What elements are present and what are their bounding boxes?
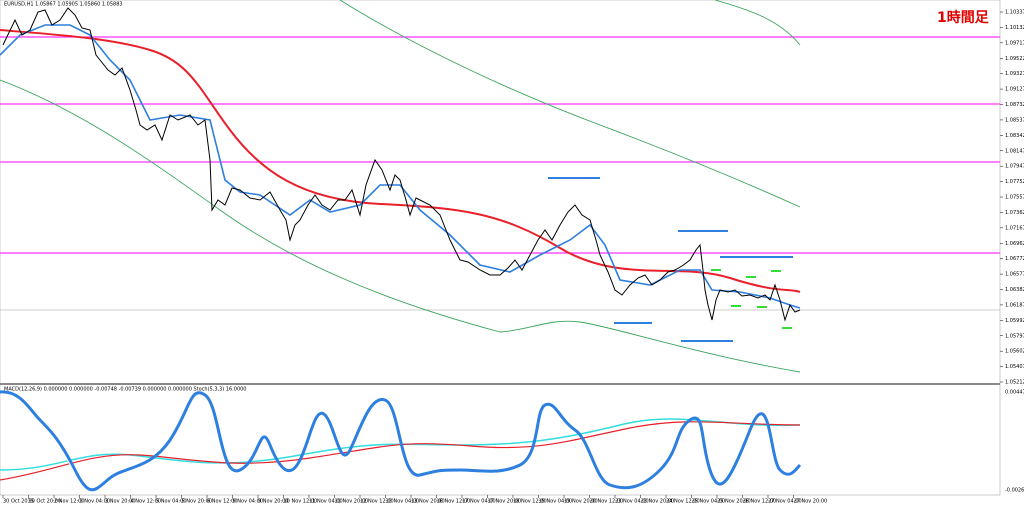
time-label: 20 Nov 12:00: [590, 499, 624, 505]
time-label: 2 Nov 12:00: [54, 499, 85, 505]
time-label: 5 Nov 04:00: [156, 499, 187, 505]
time-label: 17 Nov 20:00: [488, 499, 522, 505]
indicator-label: -0.002626: [1005, 488, 1024, 494]
price-label: 1.10132: [1005, 25, 1024, 31]
price-label: 1.05407: [1005, 364, 1024, 370]
time-label: 4 Nov 12:00: [131, 499, 162, 505]
time-label: 3 Nov 20:00: [105, 499, 136, 505]
time-label: 17 Nov 04:00: [462, 499, 496, 505]
time-label: 11 Nov 20:00: [335, 499, 369, 505]
time-label: 18 Nov 12:00: [513, 499, 547, 505]
price-label: 1.06187: [1005, 302, 1024, 308]
price-label: 1.09717: [1005, 40, 1024, 46]
oscillator-highlight: [0, 395, 76, 475]
indicator-header: MACD(12,26,9) 0.000000 0.000000 -0.00748…: [4, 387, 247, 393]
time-label: 9 Nov 20:00: [258, 499, 289, 505]
price-label: 1.07752: [1005, 179, 1024, 185]
price-label: 1.07362: [1005, 210, 1024, 216]
marker-dashes: [711, 269, 792, 329]
indicator-pane: [0, 390, 802, 492]
price-label: 1.08147: [1005, 148, 1024, 154]
time-label: 25 Nov 20:00: [717, 499, 751, 505]
price-label: 1.09522: [1005, 56, 1024, 62]
time-label: 9 Nov 04:00: [233, 499, 264, 505]
price-label: 1.09327: [1005, 71, 1024, 77]
time-label: 24 Nov 12:00: [666, 499, 700, 505]
band-upper-2: [714, 0, 801, 46]
symbol-header: EURUSD,H1 1.05867 1.05905 1.05860 1.0588…: [4, 2, 123, 8]
oscillator-main: [0, 390, 802, 492]
resistance-lines: [0, 36, 1000, 254]
price-label: 1.05602: [1005, 349, 1024, 355]
time-label: 11 Nov 04:00: [309, 499, 343, 505]
price-label: 1.08732: [1005, 102, 1024, 108]
level-segments: [548, 177, 793, 342]
time-label: 10 Nov 12:00: [284, 499, 318, 505]
price-label: 1.05212: [1005, 380, 1024, 386]
timeframe-title: 1時間足: [937, 9, 990, 26]
time-label: 5 Nov 20:00: [182, 499, 213, 505]
price-label: 1.09127: [1005, 87, 1024, 93]
plot-frame: [0, 0, 1001, 496]
price-label: 1.08342: [1005, 133, 1024, 139]
time-label: 6 Nov 12:00: [207, 499, 238, 505]
time-label: 27 Nov 04:00: [768, 499, 802, 505]
moving-average-fast: [0, 24, 801, 309]
price-label: 1.10337: [1005, 10, 1024, 16]
time-label: 16 Nov 12:00: [437, 499, 471, 505]
price-label: 1.06772: [1005, 256, 1024, 262]
price-pane: [0, 0, 1000, 373]
time-label: 19 Nov 20:00: [564, 499, 598, 505]
price-candles: [2, 7, 801, 322]
signal-line-2: [0, 421, 801, 481]
time-label: 3 Nov 04:00: [80, 499, 111, 505]
time-label: 25 Nov 04:00: [692, 499, 726, 505]
price-label: 1.07167: [1005, 225, 1024, 231]
price-label: 1.08537: [1005, 117, 1024, 123]
moving-average-slow: [0, 29, 801, 293]
price-label: 1.06577: [1005, 272, 1024, 278]
time-label: 23 Nov 04:00: [615, 499, 649, 505]
time-label: 19 Nov 04:00: [539, 499, 573, 505]
price-label: 1.07557: [1005, 195, 1024, 201]
band-lower: [0, 79, 801, 373]
time-label: 13 Nov 20:00: [411, 499, 445, 505]
indicator-label: 0.004475: [1005, 390, 1024, 396]
time-label: 30 Oct 20:00: [29, 499, 62, 505]
price-label: 1.07947: [1005, 164, 1024, 170]
time-label: 13 Nov 04:00: [386, 499, 420, 505]
price-label: 1.06382: [1005, 287, 1024, 293]
price-label: 1.05797: [1005, 333, 1024, 339]
time-label: 23 Nov 20:00: [641, 499, 675, 505]
time-label: 12 Nov 12:00: [360, 499, 394, 505]
time-label: 30 Oct 2015: [3, 499, 34, 505]
band-upper: [339, 0, 801, 208]
time-label: 26 Nov 12:00: [743, 499, 777, 505]
time-label: 27 Nov 20:00: [794, 499, 828, 505]
price-label: 1.06962: [1005, 241, 1024, 247]
price-label: 1.05992: [1005, 318, 1024, 324]
